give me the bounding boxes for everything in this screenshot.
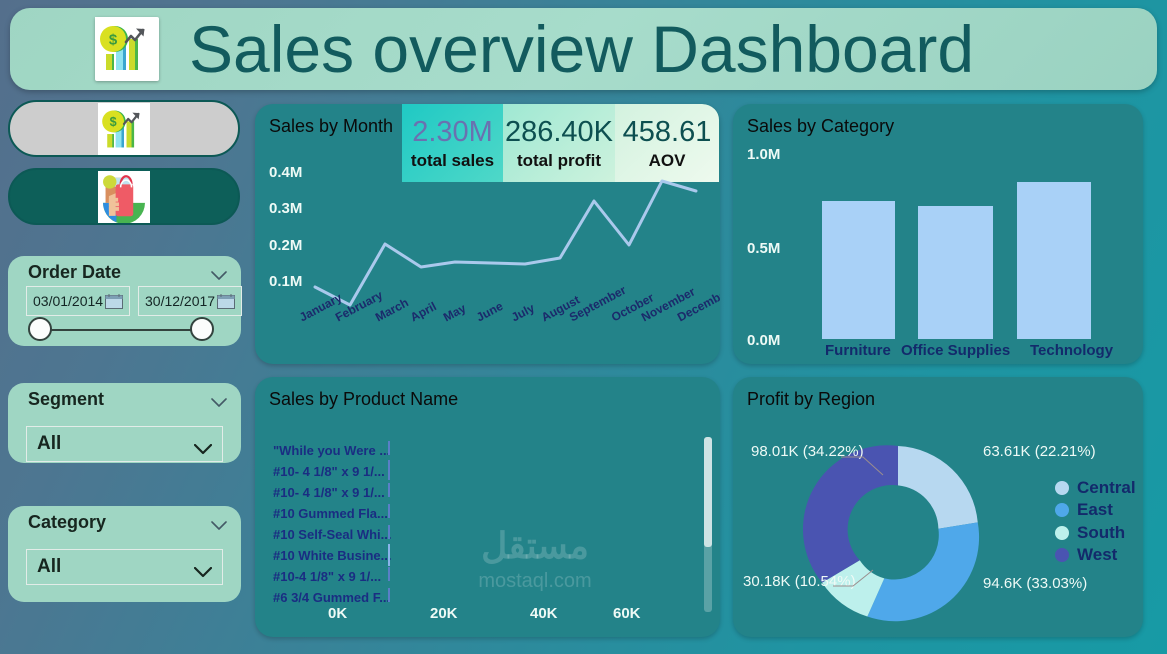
svg-text:$: $ xyxy=(110,115,117,129)
svg-text:$: $ xyxy=(109,32,118,49)
